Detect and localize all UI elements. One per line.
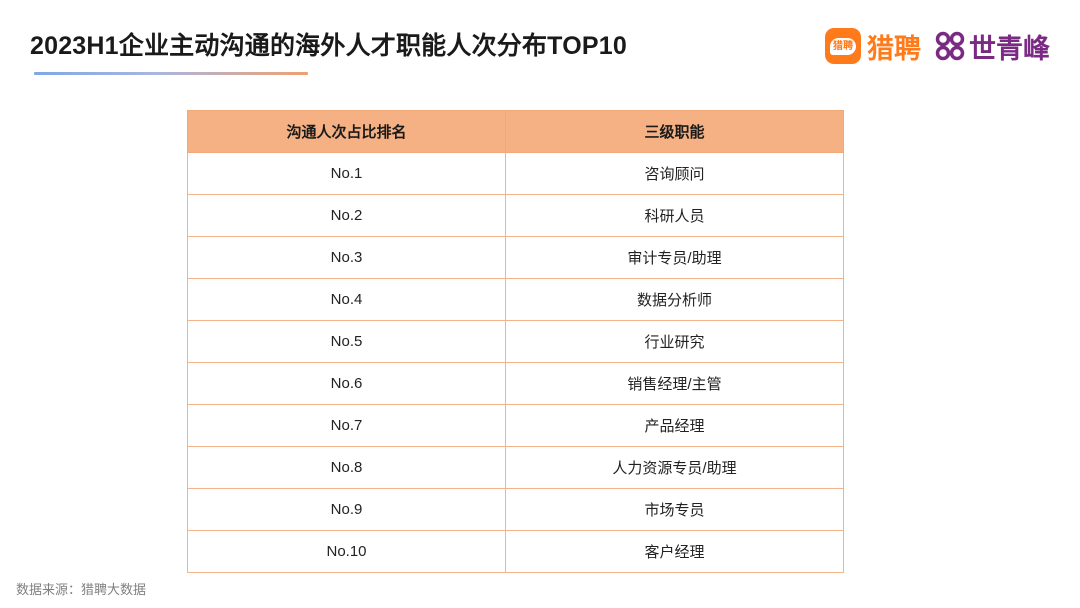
table-row: No.4 数据分析师 [187, 278, 844, 321]
rank-cell: No.10 [187, 530, 506, 573]
table-row: No.6 销售经理/主管 [187, 362, 844, 405]
role-cell: 数据分析师 [505, 278, 844, 321]
ranking-table: 沟通人次占比排名 三级职能 No.1 咨询顾问 No.2 科研人员 No.3 审… [187, 110, 844, 573]
table-row: No.7 产品经理 [187, 404, 844, 447]
role-cell: 产品经理 [505, 404, 844, 447]
role-cell: 咨询顾问 [505, 152, 844, 195]
rank-cell: No.8 [187, 446, 506, 489]
table-row: No.9 市场专员 [187, 488, 844, 531]
rank-cell: No.3 [187, 236, 506, 279]
table-row: No.3 审计专员/助理 [187, 236, 844, 279]
header-role: 三级职能 [505, 110, 844, 153]
brand-logos: 猎聘 猎聘 世青峰 [825, 26, 1050, 66]
table-row: No.2 科研人员 [187, 194, 844, 237]
role-cell: 市场专员 [505, 488, 844, 531]
liepin-logo-icon: 猎聘 [825, 28, 861, 64]
role-cell: 客户经理 [505, 530, 844, 573]
role-cell: 行业研究 [505, 320, 844, 363]
rank-cell: No.1 [187, 152, 506, 195]
shiqingfeng-logo-icon [935, 31, 965, 61]
role-cell: 审计专员/助理 [505, 236, 844, 279]
role-cell: 销售经理/主管 [505, 362, 844, 405]
data-source-note: 数据来源：猎聘大数据 [16, 582, 147, 597]
rank-cell: No.6 [187, 362, 506, 405]
rank-cell: No.2 [187, 194, 506, 237]
rank-cell: No.7 [187, 404, 506, 447]
table-header-row: 沟通人次占比排名 三级职能 [187, 110, 844, 153]
rank-cell: No.4 [187, 278, 506, 321]
liepin-logo-text: 猎聘 [867, 33, 921, 64]
table-row: No.10 客户经理 [187, 530, 844, 573]
role-cell: 人力资源专员/助理 [505, 446, 844, 489]
header-rank: 沟通人次占比排名 [187, 110, 506, 153]
table-row: No.8 人力资源专员/助理 [187, 446, 844, 489]
liepin-badge-text: 猎聘 [830, 37, 856, 55]
title-underline [34, 72, 308, 75]
rank-cell: No.9 [187, 488, 506, 531]
role-cell: 科研人员 [505, 194, 844, 237]
shiqingfeng-logo-text: 世青峰 [969, 33, 1050, 64]
rank-cell: No.5 [187, 320, 506, 363]
table-row: No.5 行业研究 [187, 320, 844, 363]
table-row: No.1 咨询顾问 [187, 152, 844, 195]
page-title: 2023H1企业主动沟通的海外人才职能人次分布TOP10 [30, 32, 627, 60]
